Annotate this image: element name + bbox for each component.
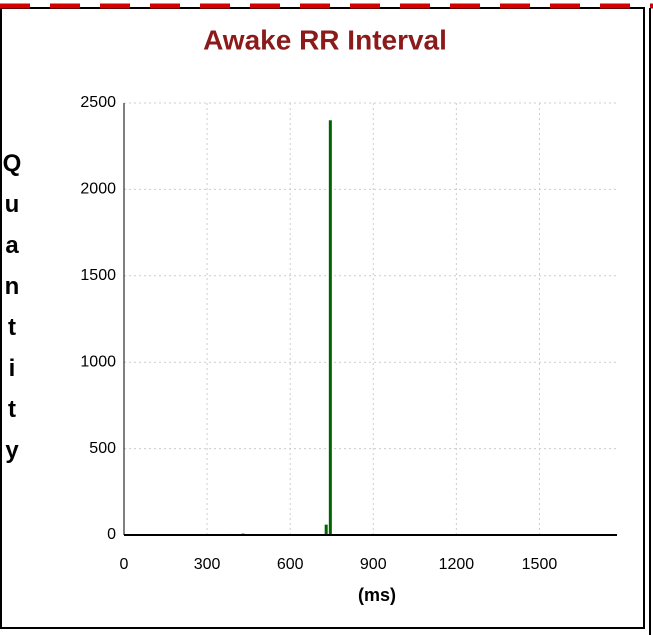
x-tick-label: 0 [120, 556, 129, 573]
x-tick-label: 1200 [439, 556, 475, 573]
y-tick-label: 1000 [80, 353, 116, 370]
x-axis-label: (ms) [358, 585, 396, 605]
y-axis-label: Quantity [0, 150, 26, 478]
x-tick-label: 600 [277, 556, 304, 573]
y-tick-label: 2000 [80, 181, 116, 198]
y-tick-label: 500 [89, 440, 116, 457]
bar [328, 120, 332, 535]
x-tick-label: 300 [194, 556, 221, 573]
y-tick-label: 1500 [80, 267, 116, 284]
y-tick-label: 0 [107, 526, 116, 543]
bar [324, 524, 328, 535]
x-tick-label: 1500 [522, 556, 558, 573]
chart-title: Awake RR Interval [203, 24, 447, 55]
y-tick-label: 2500 [80, 94, 116, 111]
x-tick-label: 900 [360, 556, 387, 573]
